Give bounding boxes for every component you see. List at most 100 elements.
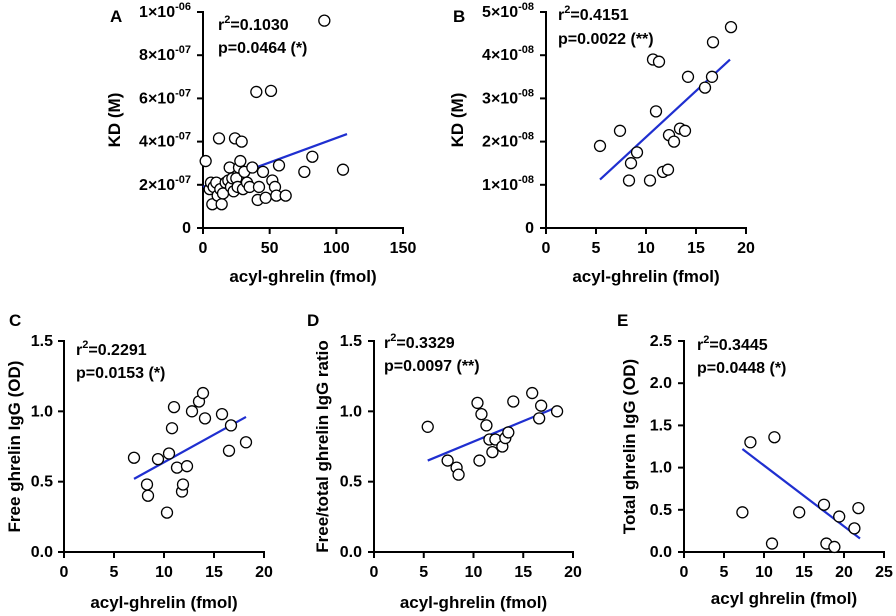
y-tick-label: 1.0 bbox=[31, 403, 53, 420]
data-point bbox=[212, 132, 226, 145]
panel-label-a: A bbox=[110, 7, 122, 26]
data-point bbox=[630, 146, 644, 159]
y-tick-label: 2.0 bbox=[650, 375, 672, 392]
x-tick-label: 5 bbox=[419, 564, 428, 581]
y-tick-label: 1×10-08 bbox=[482, 174, 534, 194]
data-point bbox=[828, 540, 841, 554]
data-point bbox=[170, 461, 184, 474]
data-point bbox=[649, 105, 663, 118]
data-point bbox=[199, 154, 212, 168]
data-point bbox=[744, 436, 757, 449]
data-point bbox=[421, 420, 434, 433]
data-point bbox=[298, 165, 311, 178]
data-point bbox=[176, 478, 190, 491]
data-point bbox=[705, 70, 719, 83]
data-point bbox=[246, 161, 259, 174]
data-point bbox=[160, 506, 174, 519]
x-axis-title: acyl-ghrelin (fmol) bbox=[400, 593, 547, 612]
panel-c: C 0 5 10 15 20 0.0 0.5 1.0 1.5 acyl-ghrelin (fmol)… bbox=[5, 311, 273, 612]
r-squared-label: r2=0.2291 bbox=[76, 339, 147, 359]
x-tick-label: 10 bbox=[465, 564, 483, 581]
x-axis-title: acyl-ghrelin (fmol) bbox=[572, 267, 719, 286]
data-point bbox=[475, 407, 488, 421]
panel-a: A 0 50 100 150 0 2×10-07 4×10-07 6×10-07 8×10-07 1… bbox=[105, 1, 416, 286]
data-point bbox=[667, 135, 681, 148]
panel-label-b: B bbox=[453, 7, 465, 26]
r-squared-label: r2=0.4151 bbox=[558, 4, 629, 24]
data-point bbox=[252, 180, 266, 194]
x-tick-label: 5 bbox=[720, 564, 729, 581]
y-tick-label: 2×10-07 bbox=[139, 174, 191, 194]
data-point bbox=[198, 412, 212, 425]
data-point bbox=[706, 36, 720, 49]
regression-line bbox=[741, 448, 861, 540]
x-tick-label: 10 bbox=[755, 564, 773, 581]
data-point bbox=[215, 407, 229, 421]
y-tick-label: 0.5 bbox=[650, 502, 672, 519]
data-point bbox=[533, 412, 546, 425]
x-tick-label: 0 bbox=[199, 240, 208, 257]
data-point bbox=[235, 135, 248, 148]
panel-label-e: E bbox=[617, 311, 628, 330]
x-tick-label: 20 bbox=[737, 240, 755, 257]
data-point bbox=[452, 468, 465, 481]
data-point bbox=[624, 157, 638, 170]
panel-d: D 0 5 10 15 20 0.0 0.5 1.0 1.5 acyl-ghrelin (fmol)… bbox=[307, 311, 582, 612]
x-tick-label: 25 bbox=[875, 564, 893, 581]
data-point bbox=[127, 451, 141, 464]
y-tick-label: 0.5 bbox=[31, 474, 53, 491]
y-tick-label: 5×10-08 bbox=[482, 1, 534, 21]
data-point bbox=[167, 400, 181, 414]
data-point bbox=[550, 405, 564, 418]
y-tick-label: 1×10-06 bbox=[139, 1, 191, 21]
r-squared-label: r2=0.1030 bbox=[218, 14, 289, 34]
y-tick-label: 4×10-08 bbox=[482, 44, 534, 64]
data-point bbox=[652, 55, 666, 68]
panel-label-d: D bbox=[307, 311, 319, 330]
panel-label-c: C bbox=[9, 311, 21, 330]
y-tick-label: 1.0 bbox=[650, 460, 672, 477]
x-tick-label: 10 bbox=[155, 564, 173, 581]
data-point bbox=[279, 189, 292, 202]
y-tick-label: 3×10-08 bbox=[482, 87, 534, 107]
data-point bbox=[852, 501, 865, 515]
data-point bbox=[736, 506, 749, 519]
data-point bbox=[613, 124, 627, 137]
x-tick-label: 10 bbox=[637, 240, 655, 257]
y-tick-label: 2.5 bbox=[650, 333, 672, 350]
data-point bbox=[185, 405, 199, 418]
data-point bbox=[698, 81, 712, 94]
p-value-label: p=0.0153 (*) bbox=[76, 365, 165, 382]
y-tick-label: 8×10-07 bbox=[139, 44, 191, 64]
y-tick-label: 0.5 bbox=[340, 474, 362, 491]
data-point bbox=[264, 84, 278, 97]
y-tick-label: 0.0 bbox=[31, 544, 53, 561]
data-point bbox=[151, 453, 165, 466]
data-point bbox=[224, 419, 238, 432]
data-point bbox=[318, 14, 331, 27]
data-point bbox=[471, 396, 484, 410]
p-value-label: p=0.0464 (*) bbox=[218, 40, 307, 57]
data-point bbox=[140, 478, 154, 491]
p-value-label: p=0.0448 (*) bbox=[697, 360, 786, 377]
data-point bbox=[162, 447, 176, 460]
r-squared-label: r2=0.3445 bbox=[697, 334, 768, 354]
data-point bbox=[239, 436, 253, 449]
y-tick-label: 0 bbox=[525, 220, 534, 237]
y-tick-label: 1.0 bbox=[340, 403, 362, 420]
data-point bbox=[661, 163, 675, 176]
x-tick-label: 0 bbox=[370, 564, 379, 581]
x-axis-title: acyl-ghrelin (fmol) bbox=[229, 267, 376, 286]
data-point bbox=[234, 154, 247, 168]
data-point bbox=[507, 395, 520, 408]
y-axis-title: KD (M) bbox=[448, 93, 467, 148]
x-tick-label: 20 bbox=[564, 564, 582, 581]
x-tick-label: 0 bbox=[60, 564, 69, 581]
y-tick-label: 0.0 bbox=[650, 544, 672, 561]
data-point bbox=[165, 422, 179, 435]
x-tick-label: 150 bbox=[390, 240, 417, 257]
data-point bbox=[196, 386, 210, 400]
data-point bbox=[643, 174, 657, 187]
data-point bbox=[678, 124, 692, 137]
data-point bbox=[535, 399, 548, 412]
